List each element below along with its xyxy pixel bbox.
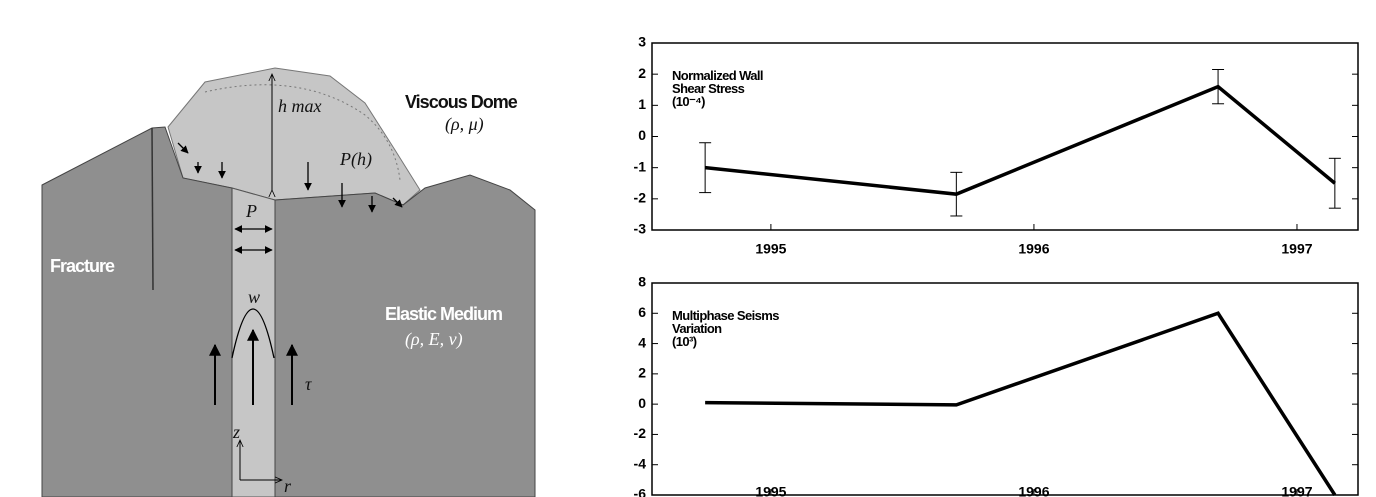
- x-tick-label: 1996: [1018, 241, 1049, 257]
- diagram: Viscous Dome (ρ, μ) h max P(h) P Fractur…: [41, 67, 536, 497]
- dome-label: Viscous Dome: [405, 92, 518, 112]
- y-tick-label: -4: [634, 455, 647, 471]
- error-bar: [1328, 157, 1341, 209]
- y-tick-label: -6: [634, 486, 647, 497]
- error-bar: [950, 171, 963, 217]
- y-tick-label: 1: [638, 96, 646, 112]
- elastic-medium-right: [274, 174, 536, 497]
- z-label: z: [232, 422, 240, 442]
- medium-label: Elastic Medium: [385, 304, 502, 324]
- r-label: r: [284, 476, 292, 496]
- data-line: [704, 84, 1336, 196]
- x-tick-label: 1997: [1281, 241, 1312, 257]
- chart-annotation: Shear Stress: [672, 81, 745, 96]
- pressure-arrows: [177, 142, 403, 480]
- y-tick-label: -3: [634, 221, 647, 237]
- elastic-medium-left: [41, 126, 233, 497]
- tau-label: τ: [305, 374, 312, 394]
- y-tick-label: 2: [638, 65, 646, 81]
- y-tick-label: 2: [638, 365, 646, 381]
- chart-annotation: Normalized Wall: [672, 68, 763, 83]
- medium-params: (ρ, E, ν): [405, 329, 463, 350]
- y-tick-label: -1: [634, 158, 647, 174]
- w-label: w: [248, 287, 260, 307]
- error-bar: [699, 142, 712, 194]
- y-tick-label: 6: [638, 304, 646, 320]
- y-tick-label: -2: [634, 190, 647, 206]
- plot-frame: [651, 282, 1359, 496]
- y-tick-label: 0: [638, 395, 646, 411]
- p-label: P: [245, 201, 257, 221]
- y-tick-label: 8: [638, 274, 646, 290]
- ph-label: P(h): [339, 149, 372, 170]
- chart: -3 -2 -1 0 1 2 3 1995 1996 1997 Normalized WallShe…: [634, 34, 1359, 257]
- y-tick-label: 3: [638, 34, 646, 50]
- chart-annotation: Multiphase Seisms: [672, 308, 779, 323]
- chart-annotation: (10⁻⁴): [672, 94, 705, 109]
- fracture-line: [151, 127, 154, 291]
- data-line: [705, 311, 1337, 496]
- y-tick-label: 0: [638, 127, 646, 143]
- error-bar: [1212, 68, 1225, 105]
- x-tick-label: 1995: [755, 241, 786, 257]
- hmax-label: h max: [278, 96, 322, 116]
- chart-annotation: Variation: [672, 321, 722, 336]
- y-tick-label: -2: [634, 425, 647, 441]
- chart-annotation: (10³): [672, 334, 697, 349]
- y-tick-label: 4: [638, 334, 646, 350]
- fracture-label: Fracture: [50, 256, 115, 276]
- dome-profile: [204, 84, 401, 181]
- dome-params: (ρ, μ): [445, 114, 484, 135]
